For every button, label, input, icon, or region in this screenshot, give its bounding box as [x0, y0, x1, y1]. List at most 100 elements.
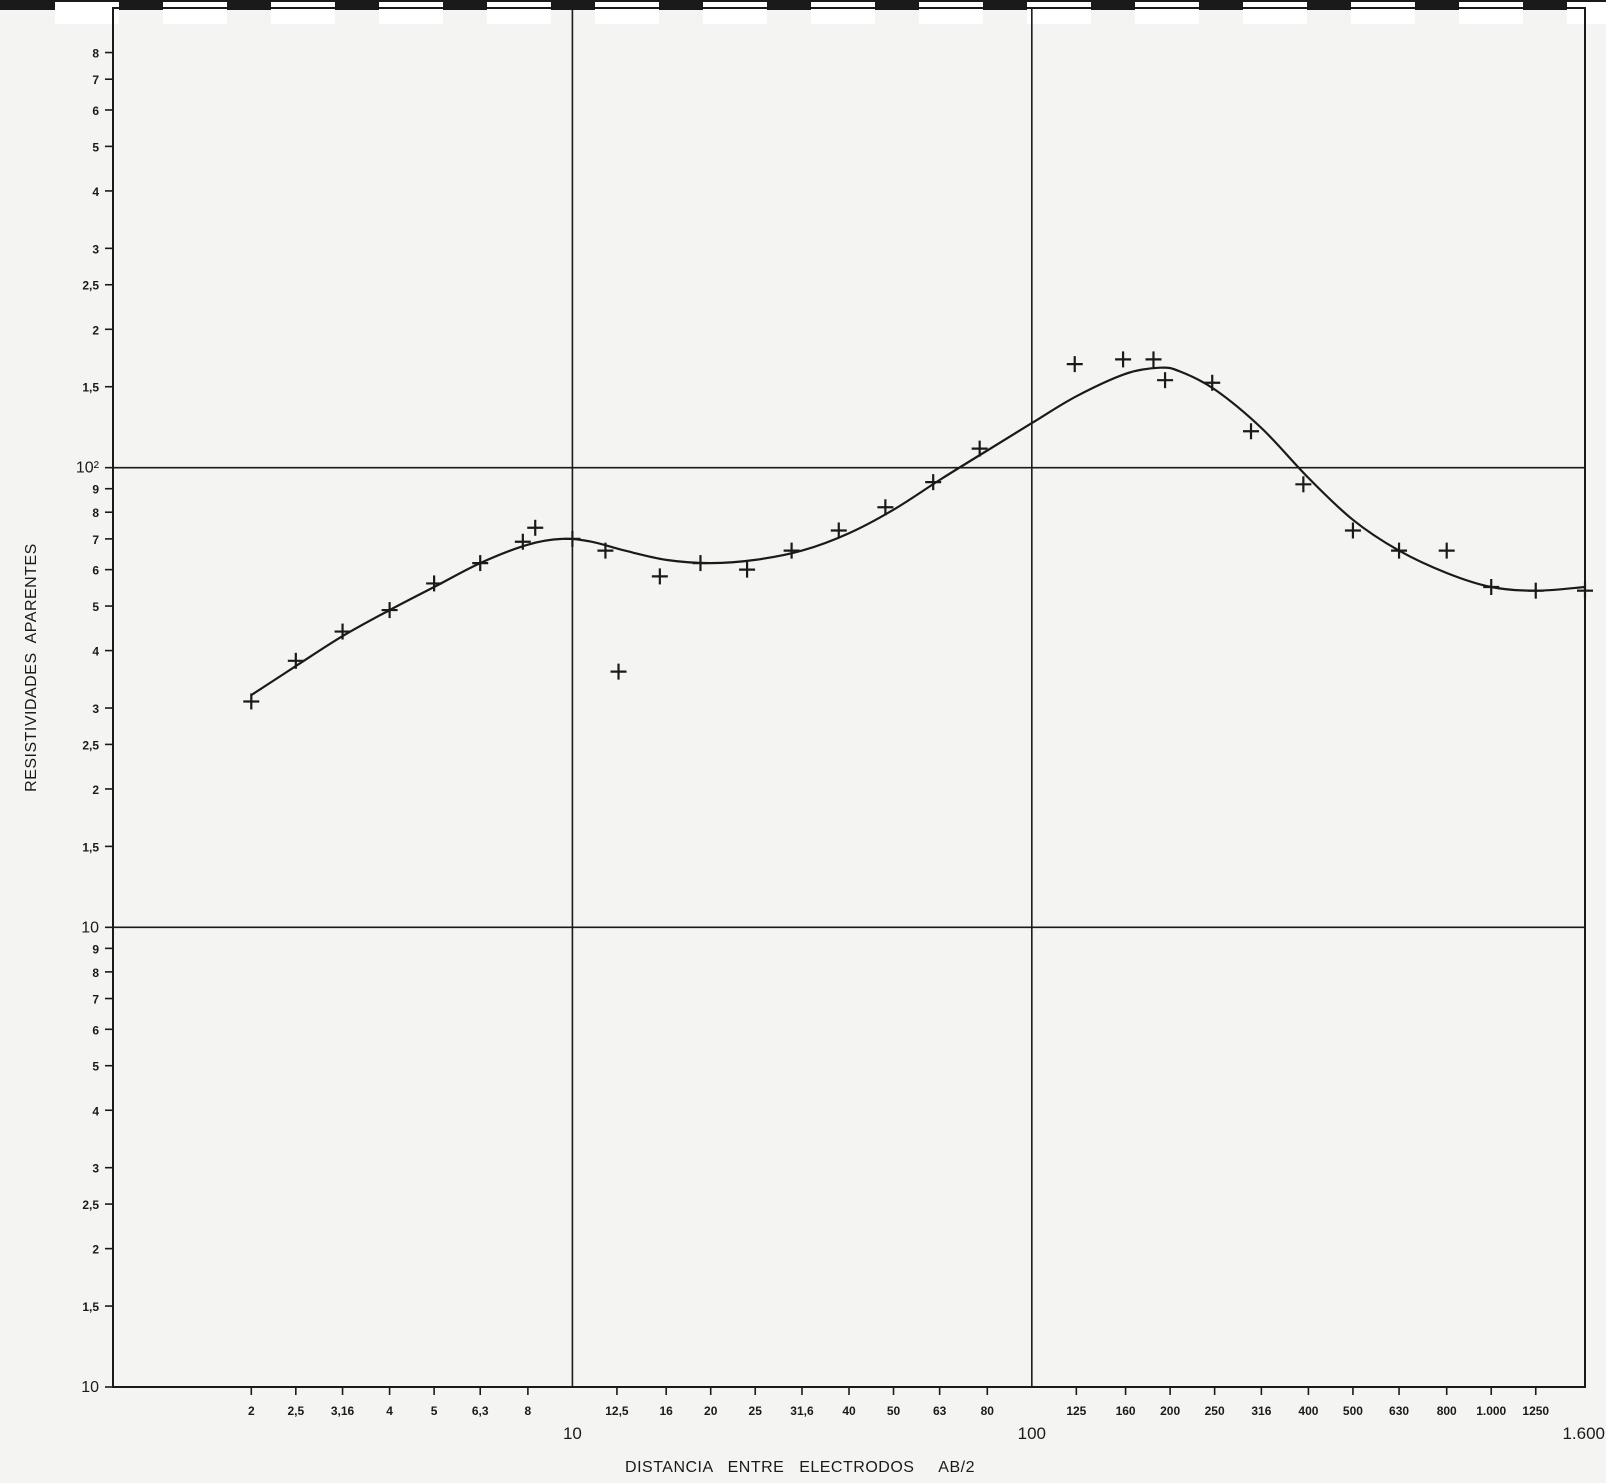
x-tick-label: 200 [1160, 1404, 1180, 1418]
plot-frame [112, 7, 1586, 1388]
y-tick-label: 7 [92, 533, 99, 547]
x-tick-label: 8 [525, 1404, 532, 1418]
data-points [243, 351, 1593, 710]
data-point [1391, 542, 1408, 559]
edge-strip [0, 0, 1606, 10]
edge-gap [487, 2, 551, 24]
y-tick-label: 8 [92, 966, 99, 980]
x-tick-label: 40 [842, 1404, 856, 1418]
data-point [472, 555, 489, 572]
y-tick-label: 8 [92, 47, 99, 61]
data-point [1066, 356, 1083, 373]
y-tick-label: 4 [92, 1104, 99, 1118]
y-tick-label: 10² [76, 460, 100, 477]
x-tick-label: 20 [704, 1404, 718, 1418]
edge-gap [811, 2, 875, 24]
x-tick-label: 250 [1205, 1404, 1225, 1418]
edge-gap [163, 2, 227, 24]
data-point [381, 602, 398, 619]
data-point [564, 530, 581, 547]
edge-gap [55, 2, 119, 24]
y-tick-label: 2,5 [82, 738, 99, 752]
x-tick-label: 160 [1116, 1404, 1136, 1418]
edge-gap [379, 2, 443, 24]
y-tick-label: 4 [92, 185, 99, 199]
edge-gap [1135, 2, 1199, 24]
y-tick-label: 6 [92, 104, 99, 118]
x-tick-label: 125 [1066, 1404, 1086, 1418]
y-tick-label: 2,5 [82, 279, 99, 293]
edge-gap [271, 2, 335, 24]
data-point [830, 522, 847, 539]
data-point [1115, 351, 1132, 368]
x-tick-label: 50 [887, 1404, 901, 1418]
y-tick-label: 5 [92, 140, 99, 154]
x-tick-label: 12,5 [605, 1404, 629, 1418]
y-tick-label: 7 [92, 993, 99, 1007]
y-tick-label: 8 [92, 506, 99, 520]
x-tick-label: 1250 [1522, 1404, 1549, 1418]
data-point [971, 440, 988, 457]
x-tick-label: 2,5 [287, 1404, 304, 1418]
x-tick-label: 400 [1298, 1404, 1318, 1418]
x-major-label: 10 [563, 1424, 582, 1443]
data-point [1344, 522, 1361, 539]
data-point [514, 533, 531, 550]
y-tick-label: 1,5 [82, 840, 99, 854]
data-point [1243, 423, 1260, 440]
x-tick-label: 6,3 [472, 1404, 489, 1418]
y-tick-label: 6 [92, 1023, 99, 1037]
x-tick-label: 2 [248, 1404, 255, 1418]
x-tick-label: 80 [981, 1404, 995, 1418]
y-tick-label: 2 [92, 783, 99, 797]
x-tick-label: 4 [386, 1404, 393, 1418]
x-tick-label: 630 [1389, 1404, 1409, 1418]
top-edge-dashes [0, 0, 1606, 24]
y-tick-label: 2,5 [82, 1198, 99, 1212]
y-tick-label: 5 [92, 1060, 99, 1074]
edge-gap [1351, 2, 1415, 24]
x-tick-label: 16 [660, 1404, 674, 1418]
data-point [243, 693, 260, 710]
data-point [1577, 582, 1593, 599]
y-tick-label: 10 [81, 1379, 99, 1396]
edge-gap [1027, 2, 1091, 24]
y-tick-label: 3 [92, 702, 99, 716]
fitted-curve [250, 366, 1586, 697]
data-point [1438, 542, 1455, 559]
gridlines [113, 8, 1585, 1387]
edge-gap [703, 2, 767, 24]
data-point [1527, 582, 1544, 599]
data-point [1145, 351, 1162, 368]
y-tick-label: 7 [92, 73, 99, 87]
data-point [610, 663, 627, 680]
y-tick-label: 9 [92, 483, 99, 497]
data-point [1483, 579, 1500, 596]
data-point [739, 561, 756, 578]
edge-gap [919, 2, 983, 24]
data-point [334, 623, 351, 640]
data-point [783, 542, 800, 559]
data-point [1157, 372, 1174, 389]
x-major-label: 100 [1018, 1424, 1046, 1443]
data-point [426, 575, 443, 592]
x-major-label: 1.600 [1562, 1424, 1605, 1443]
y-axis-ticks: 10 1,5 2 2,5 3 4 5 6 7 8 9 10 1,5 2 2,5 3 4 5 6 7 8 9 10² 1,5 2 2… [76, 47, 113, 1396]
data-point [597, 542, 614, 559]
x-axis-ticks: 2 2,5 3,16 4 5 6,3 8 12,5 16 20 25 31,6 40 50 63 80 125 1… [248, 1387, 1605, 1443]
y-tick-label: 2 [92, 323, 99, 337]
edge-gap [1243, 2, 1307, 24]
data-point [925, 474, 942, 491]
x-tick-label: 3,16 [331, 1404, 355, 1418]
x-tick-label: 316 [1251, 1404, 1271, 1418]
edge-gap [595, 2, 659, 24]
x-tick-label: 63 [933, 1404, 947, 1418]
y-tick-label: 4 [92, 645, 99, 659]
x-tick-label: 31,6 [790, 1404, 814, 1418]
data-point [877, 499, 894, 516]
edge-gap [1567, 2, 1606, 24]
y-tick-label: 9 [92, 942, 99, 956]
y-tick-label: 5 [92, 600, 99, 614]
y-tick-label: 10 [81, 919, 99, 936]
